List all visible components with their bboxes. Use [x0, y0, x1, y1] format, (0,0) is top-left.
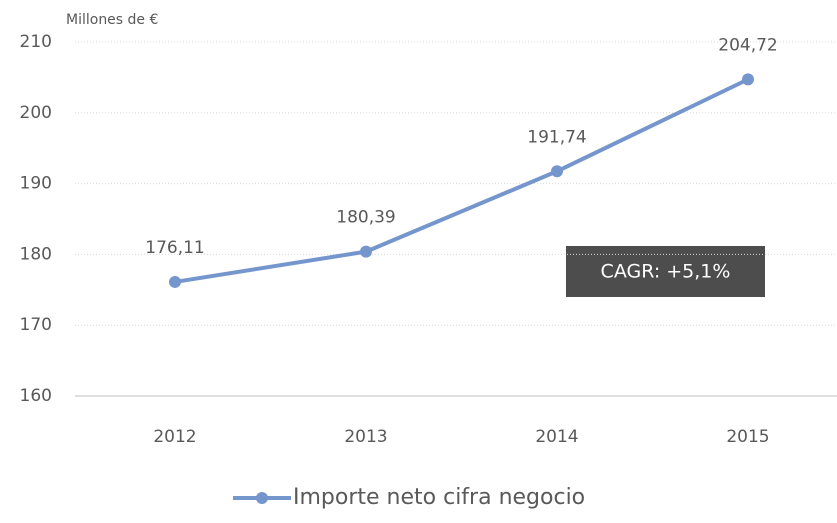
data-label: 176,11 [145, 238, 204, 258]
y-tick-label: 190 [20, 174, 52, 194]
annotation: CAGR: +5,1% [601, 261, 731, 283]
x-tick-label: 2013 [344, 427, 387, 447]
y-axis-label: Millones de € [66, 12, 158, 28]
line [174, 77, 749, 284]
legend-marker [256, 492, 268, 504]
legend-label: Importe neto cifra negocio [293, 485, 585, 510]
y-tick-label: 180 [20, 244, 52, 264]
data-label: 180,39 [336, 208, 395, 228]
y-tick-label: 200 [20, 103, 52, 123]
y-tick-label: 160 [20, 386, 52, 406]
marker [551, 165, 563, 178]
y-tick-label: 170 [20, 315, 52, 335]
x-tick-label: 2015 [726, 427, 769, 447]
x-tick-label: 2012 [153, 427, 196, 447]
y-tick-label: 210 [20, 32, 52, 52]
marker [742, 73, 754, 86]
data-label: 204,72 [718, 35, 777, 55]
x-tick-label: 2014 [535, 427, 578, 447]
data-label: 191,74 [527, 127, 586, 147]
annotation-box [566, 246, 765, 297]
marker [360, 245, 372, 258]
marker [169, 275, 181, 288]
